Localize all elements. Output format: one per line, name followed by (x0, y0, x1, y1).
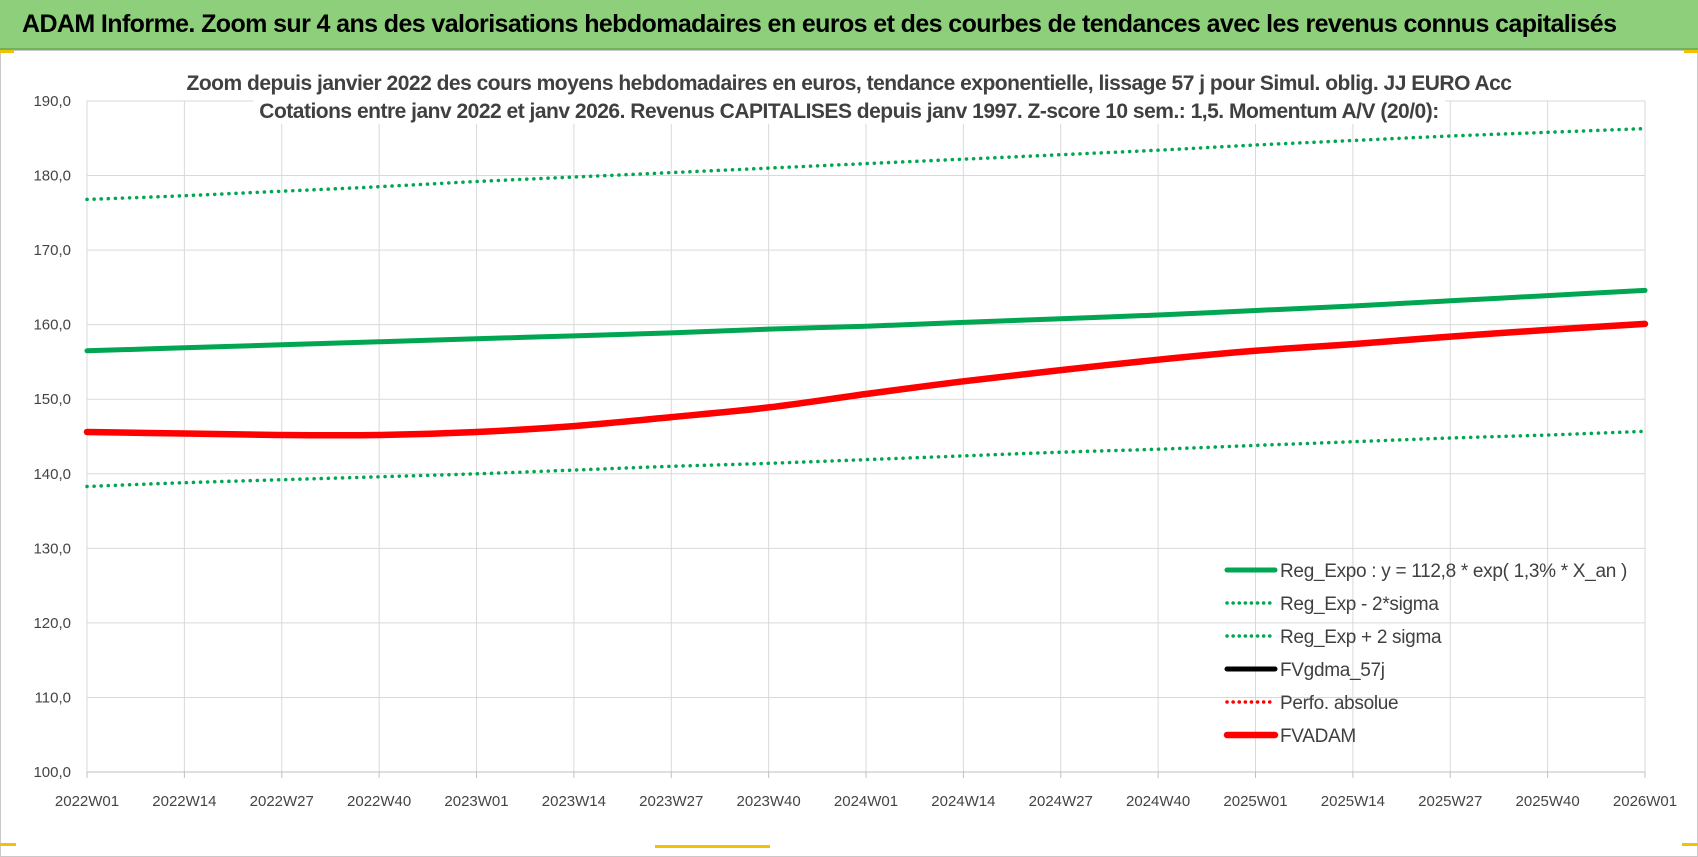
y-tick-label: 160,0 (33, 317, 71, 334)
frame-corner-mark (0, 843, 16, 846)
frame-corner-mark (1682, 843, 1698, 846)
y-tick-label: 170,0 (33, 242, 71, 259)
y-tick-label: 140,0 (33, 466, 71, 483)
chart-title-background (253, 99, 1445, 124)
x-tick-label: 2024W01 (834, 793, 898, 810)
legend-label-fvadam: FVADAM (1280, 726, 1356, 747)
chart-title-line: Cotations entre janv 2022 et janv 2026. … (259, 100, 1438, 123)
legend-label-reg-expo-y-112-8-exp-1-3-x-an: Reg_Expo : y = 112,8 * exp( 1,3% * X_an … (1280, 561, 1627, 582)
legend-label-perfo-absolue: Perfo. absolue (1280, 693, 1398, 714)
frame-bottom-mark (655, 845, 770, 848)
x-tick-label: 2023W01 (444, 793, 508, 810)
y-tick-label: 130,0 (33, 540, 71, 557)
x-tick-label: 2023W40 (737, 793, 801, 810)
x-tick-label: 2025W01 (1223, 793, 1287, 810)
frame-corner-mark (0, 50, 14, 53)
y-tick-label: 100,0 (33, 764, 71, 781)
series-line-reg-exp-2-sigma (85, 126, 1647, 202)
chart-title-line: Zoom depuis janvier 2022 des cours moyen… (187, 72, 1513, 95)
frame-corner-mark (1684, 50, 1698, 53)
x-tick-label: 2022W40 (347, 793, 411, 810)
x-tick-label: 2024W14 (931, 793, 995, 810)
x-tick-label: 2024W40 (1126, 793, 1190, 810)
x-tick-label: 2023W14 (542, 793, 606, 810)
y-tick-label: 110,0 (35, 689, 71, 706)
x-tick-label: 2025W27 (1418, 793, 1482, 810)
legend-label-reg-exp-2-sigma: Reg_Exp - 2*sigma (1280, 594, 1439, 615)
y-tick-label: 120,0 (33, 615, 71, 632)
report-banner: ADAM Informe. Zoom sur 4 ans des valoris… (0, 0, 1698, 50)
x-tick-label: 2025W14 (1321, 793, 1385, 810)
x-tick-label: 2024W27 (1029, 793, 1093, 810)
legend-label-fvgdma-57j: FVgdma_57j (1280, 660, 1385, 681)
y-tick-label: 150,0 (33, 391, 71, 408)
x-tick-label: 2022W27 (250, 793, 314, 810)
x-tick-label: 2023W27 (639, 793, 703, 810)
x-tick-label: 2025W40 (1516, 793, 1580, 810)
series-line-reg-exp-2-sigma (85, 429, 1647, 489)
y-tick-label: 180,0 (33, 168, 71, 185)
series-line-reg-expo-y-112-8-exp-1-3-x-an (84, 287, 1648, 354)
x-tick-label: 2022W14 (152, 793, 216, 810)
series-line-fvadam (83, 320, 1649, 439)
chart-title-background (180, 71, 1519, 96)
legend-label-reg-exp-2-sigma: Reg_Exp + 2 sigma (1280, 627, 1442, 648)
x-tick-label: 2026W01 (1613, 793, 1677, 810)
x-tick-label: 2022W01 (55, 793, 119, 810)
report-title: ADAM Informe. Zoom sur 4 ans des valoris… (22, 10, 1617, 38)
y-tick-label: 190,0 (33, 93, 71, 110)
